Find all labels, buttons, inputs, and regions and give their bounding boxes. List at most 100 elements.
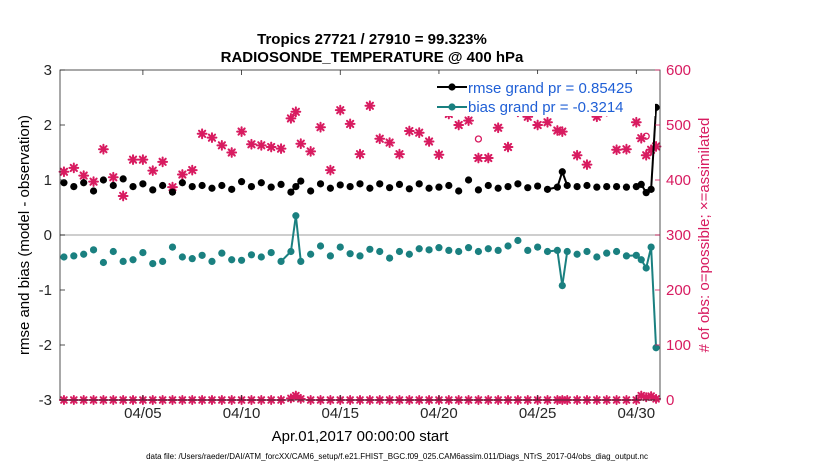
chart-title: Tropics 27721 / 27910 = 99.323% [257,31,487,48]
rmse-point [297,177,305,185]
legend-rmse-marker [448,83,456,91]
bias-point [593,253,601,261]
obs-assimilated-point [384,137,396,148]
bias-point [287,247,295,256]
bias-point [307,250,315,258]
y-tick-label-left: -2 [39,337,52,354]
rmse-point [504,183,512,191]
bias-point [218,249,226,257]
bias-point [622,252,631,260]
bias-point [524,246,532,254]
rmse-point [149,186,157,194]
rmse-point [109,181,117,190]
rmse-point [307,187,315,195]
rmse-point [80,179,88,187]
bias-line-segment [289,215,297,252]
rmse-point [228,185,236,193]
y-tick-label-left: 1 [44,172,52,189]
rmse-point [366,184,374,192]
obs-assimilated-point [290,106,302,118]
y-tick-label-right: 500 [666,117,691,134]
legend-box [433,74,655,116]
rmse-point [386,184,394,192]
y-axis-label-right: # of obs: o=possible; ×=assimilated [696,118,713,353]
bias-point [474,247,483,256]
x-axis-label: Apr.01,2017 00:00:00 start [272,428,450,445]
obs-assimilated-point [58,166,70,178]
obs-assimilated-point [117,190,129,202]
obs-assimilated-point [581,159,593,170]
rmse-point [543,185,552,193]
bias-point [228,256,236,264]
obs-assimilated-point [502,141,514,153]
bias-point [70,252,78,260]
rmse-point [425,184,433,192]
bias-point [139,249,147,257]
obs-assimilated-point [571,149,583,161]
obs-assimilated-point [433,149,445,161]
obs-assimilated-point [482,152,494,164]
obs-possible-point [474,135,483,143]
bias-point [119,257,127,265]
rmse-point [336,181,344,189]
obs-assimilated-point [88,176,99,188]
rmse-point [159,181,167,190]
rmse-point [316,180,325,188]
bias-point [247,251,256,259]
bias-point [484,245,492,253]
obs-assimilated-point [147,165,159,177]
y-tick-label-right: 100 [666,337,691,354]
bias-point [573,250,581,258]
obs-assimilated-point [473,152,484,164]
rmse-point [583,181,591,190]
rmse-point [637,180,645,188]
obs-assimilated-point [556,126,568,137]
rmse-point [208,184,216,192]
bias-point [632,251,640,259]
obs-assimilated-point [157,156,169,168]
obs-assimilated-point [463,115,474,126]
obs-possible-point [642,132,650,140]
rmse-point [558,168,566,176]
bias-point [603,249,611,257]
obs-assimilated-point [374,133,386,145]
bias-point [612,247,621,256]
chart-subtitle: RADIOSONDE_TEMPERATURE @ 400 hPa [221,49,524,66]
rmse-point [198,181,206,190]
bias-point [558,282,566,290]
rmse-point [89,187,98,195]
x-tick-label: 04/05 [124,405,162,422]
bias-line-segment [650,247,658,348]
y-tick-label-right: 0 [666,392,674,409]
obs-count-bottom-point [295,393,306,404]
obs-assimilated-point [246,138,257,150]
rmse-point [593,183,601,191]
bias-point [178,253,186,261]
obs-assimilated-point [137,154,149,166]
rmse-point [178,179,186,187]
rmse-point [60,179,68,187]
legend: rmse grand pr = 0.85425 bias grand pr = … [433,74,655,116]
rmse-point [287,188,295,196]
bias-point [647,243,655,251]
legend-bias-marker [448,103,456,111]
x-tick-label: 04/10 [223,405,261,422]
obs-assimilated-point [226,147,238,158]
y-tick-label-right: 600 [666,62,691,79]
rmse-point [376,180,384,188]
obs-assimilated-point [334,104,346,116]
obs-assimilated-point [542,116,553,128]
bias-point [237,256,246,264]
rmse-point [292,183,300,191]
bias-point [316,242,325,250]
obs-assimilated-point [354,148,366,160]
legend-rmse-label: rmse grand pr = 0.85425 [468,80,633,97]
bias-point [415,245,423,253]
obs-assimilated-point [364,100,376,112]
obs-assimilated-point [265,141,277,153]
rmse-point [524,184,532,192]
rmse-point [356,180,364,188]
bias-point [257,253,265,261]
obs-assimilated-point [98,143,109,155]
